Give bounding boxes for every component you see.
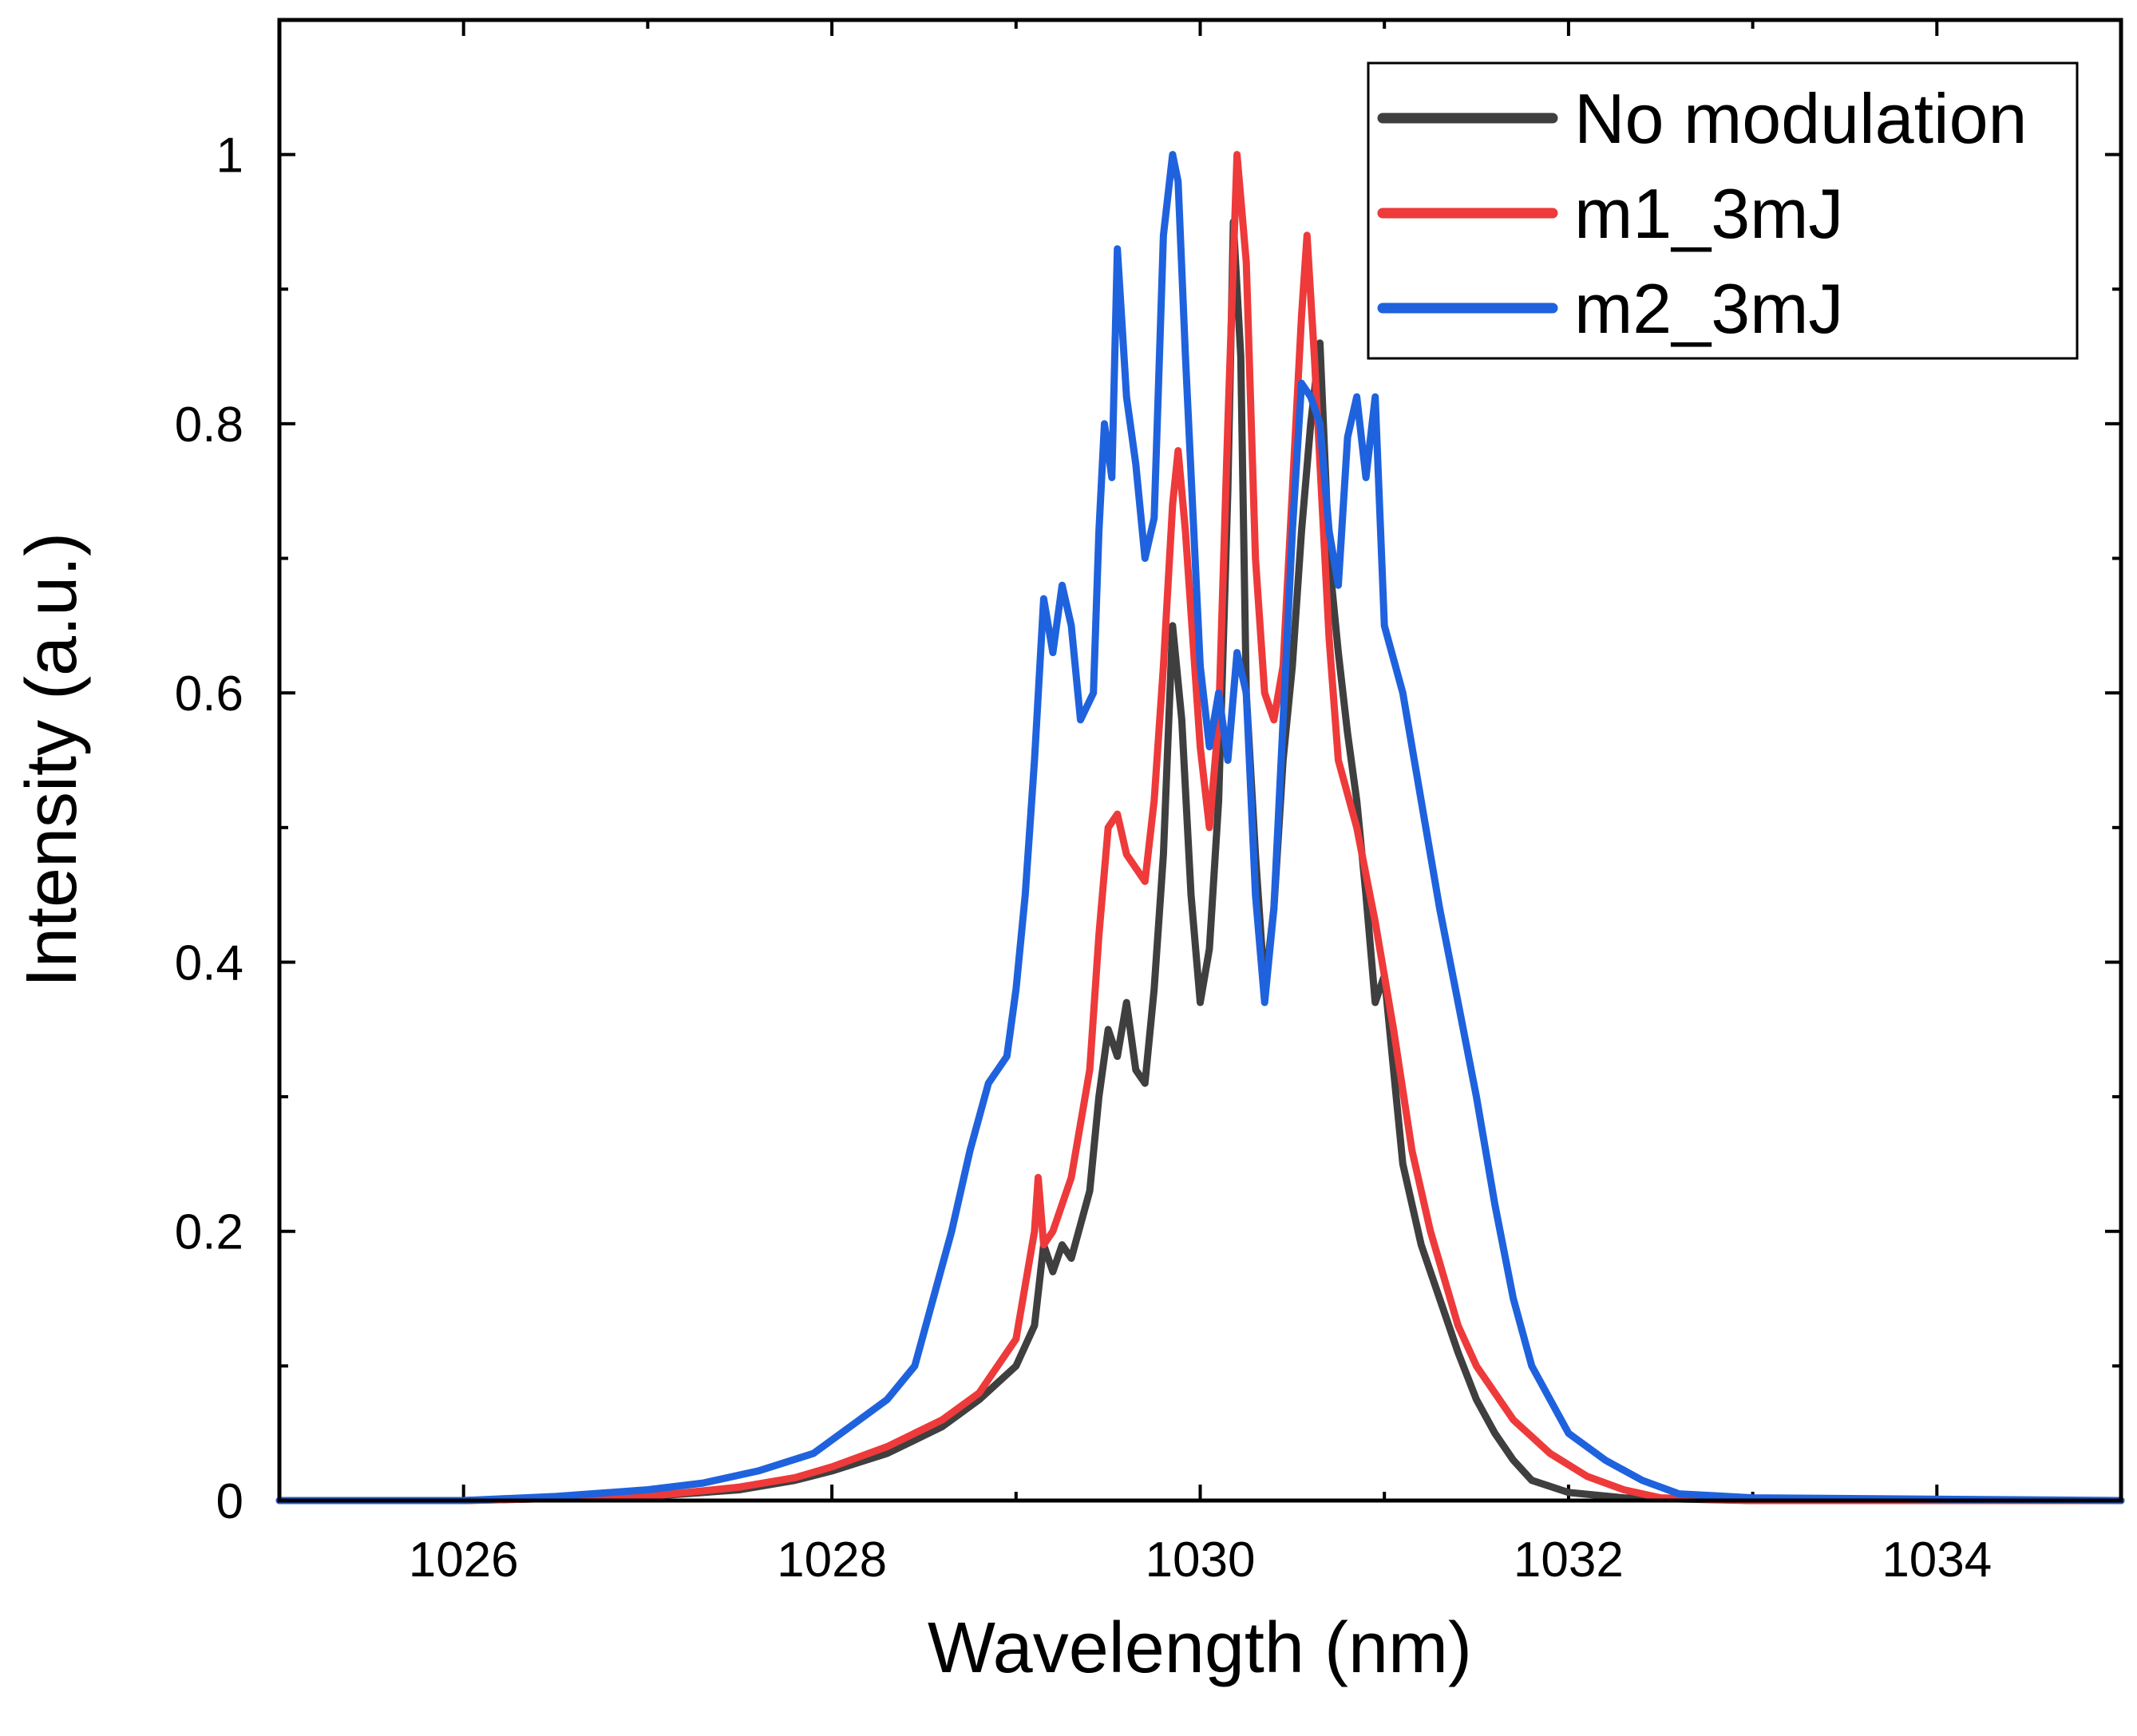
legend-label-3: m2_3mJ: [1574, 269, 1843, 348]
y-tick-label: 0: [216, 1474, 243, 1529]
series-lines: [275, 151, 2125, 1505]
y-tick-label: 0.6: [175, 666, 243, 722]
x-axis-title: Wavelength (nm): [928, 1608, 1472, 1688]
series-line-2: [275, 151, 2125, 1505]
x-tick-label: 1030: [1146, 1532, 1256, 1588]
y-tick-label: 0.2: [175, 1205, 243, 1260]
y-tick-label: 1: [216, 129, 243, 184]
y-axis-title: Intensity (a.u.): [12, 532, 92, 987]
legend-label-2: m1_3mJ: [1574, 174, 1843, 253]
plot-frame: [277, 18, 2123, 1503]
x-tick-label: 1032: [1514, 1532, 1624, 1588]
series-line-3: [275, 151, 2125, 1505]
axis-ticks: 1026 1028 1030 1032 1034 0 0.2 0.4 0.6 0.8 1: [175, 18, 2123, 1588]
x-tick-label: 1034: [1882, 1532, 1992, 1588]
legend-label-1: No modulation: [1574, 79, 2027, 158]
x-tick-label: 1028: [777, 1532, 887, 1588]
y-tick-label: 0.4: [175, 935, 243, 991]
y-tick-label: 0.8: [175, 397, 243, 453]
x-tick-label: 1026: [409, 1532, 519, 1588]
legend: No modulation m1_3mJ m2_3mJ: [1367, 61, 2079, 360]
